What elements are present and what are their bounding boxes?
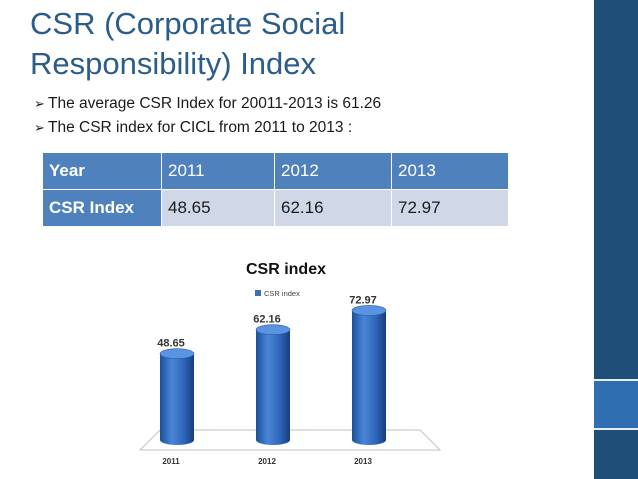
table-row: CSR Index 48.65 62.16 72.97 [42,189,509,227]
csr-index-chart: CSR index CSR index 48.65 62.16 72.97 2011… [138,261,442,466]
side-band-top [594,0,638,379]
bar-2013 [352,310,386,445]
bar-cap-2011 [159,348,195,359]
bullet-list: ➢ The average CSR Index for 20011-2013 is… [34,92,381,140]
chart-bars: 48.65 62.16 72.97 [157,294,387,445]
slide-title-line1: CSR (Corporate Social [30,6,346,41]
slide-title: CSR (Corporate Social Responsibility) In… [30,4,570,84]
side-band-bottom [594,430,638,479]
x-tick-2012: 2012 [258,457,276,466]
csr-table: Year 2011 2012 2013 CSR Index 48.65 62.1… [42,152,509,227]
table-header-cell: 2013 [391,152,509,190]
table-header-row: Year 2011 2012 2013 [42,152,509,190]
bar-cap-2012 [255,324,291,335]
x-tick-2013: 2013 [354,457,372,466]
chart-x-axis: 2011 2012 2013 [162,457,372,466]
chart-title: CSR index [246,261,326,278]
side-band-divider [594,379,638,381]
side-band-accent [594,381,638,428]
table-row-header: CSR Index [42,189,162,227]
bullet-item: ➢ The CSR index for CICL from 2011 to 201… [34,116,381,140]
bar-2011 [160,353,194,445]
table-cell: 62.16 [274,189,392,227]
bullet-text: The average CSR Index for 20011-2013 is … [48,95,382,112]
table-header-cell: 2012 [274,152,392,190]
bar-2012 [256,329,290,445]
bullet-text: The CSR index for CICL from 2011 to 2013… [48,119,353,136]
legend-swatch [255,290,261,296]
data-label-2013: 72.97 [349,294,377,306]
data-label-2012: 62.16 [253,314,281,326]
table-header-cell: 2011 [161,152,275,190]
x-tick-2011: 2011 [162,457,180,466]
slide-title-line2: Responsibility) Index [30,46,317,81]
bullet-item: ➢ The average CSR Index for 20011-2013 is… [34,92,381,116]
chart-legend: CSR index [255,289,300,298]
arrow-bullet-icon: ➢ [34,96,45,111]
table-header-cell: Year [42,152,162,190]
side-band-divider [594,428,638,430]
arrow-bullet-icon: ➢ [34,120,45,135]
table-cell: 72.97 [391,189,509,227]
bar-cap-2013 [351,305,387,316]
side-band [594,0,638,479]
legend-label: CSR index [264,289,300,298]
table-cell: 48.65 [161,189,275,227]
data-label-2011: 48.65 [157,338,185,350]
